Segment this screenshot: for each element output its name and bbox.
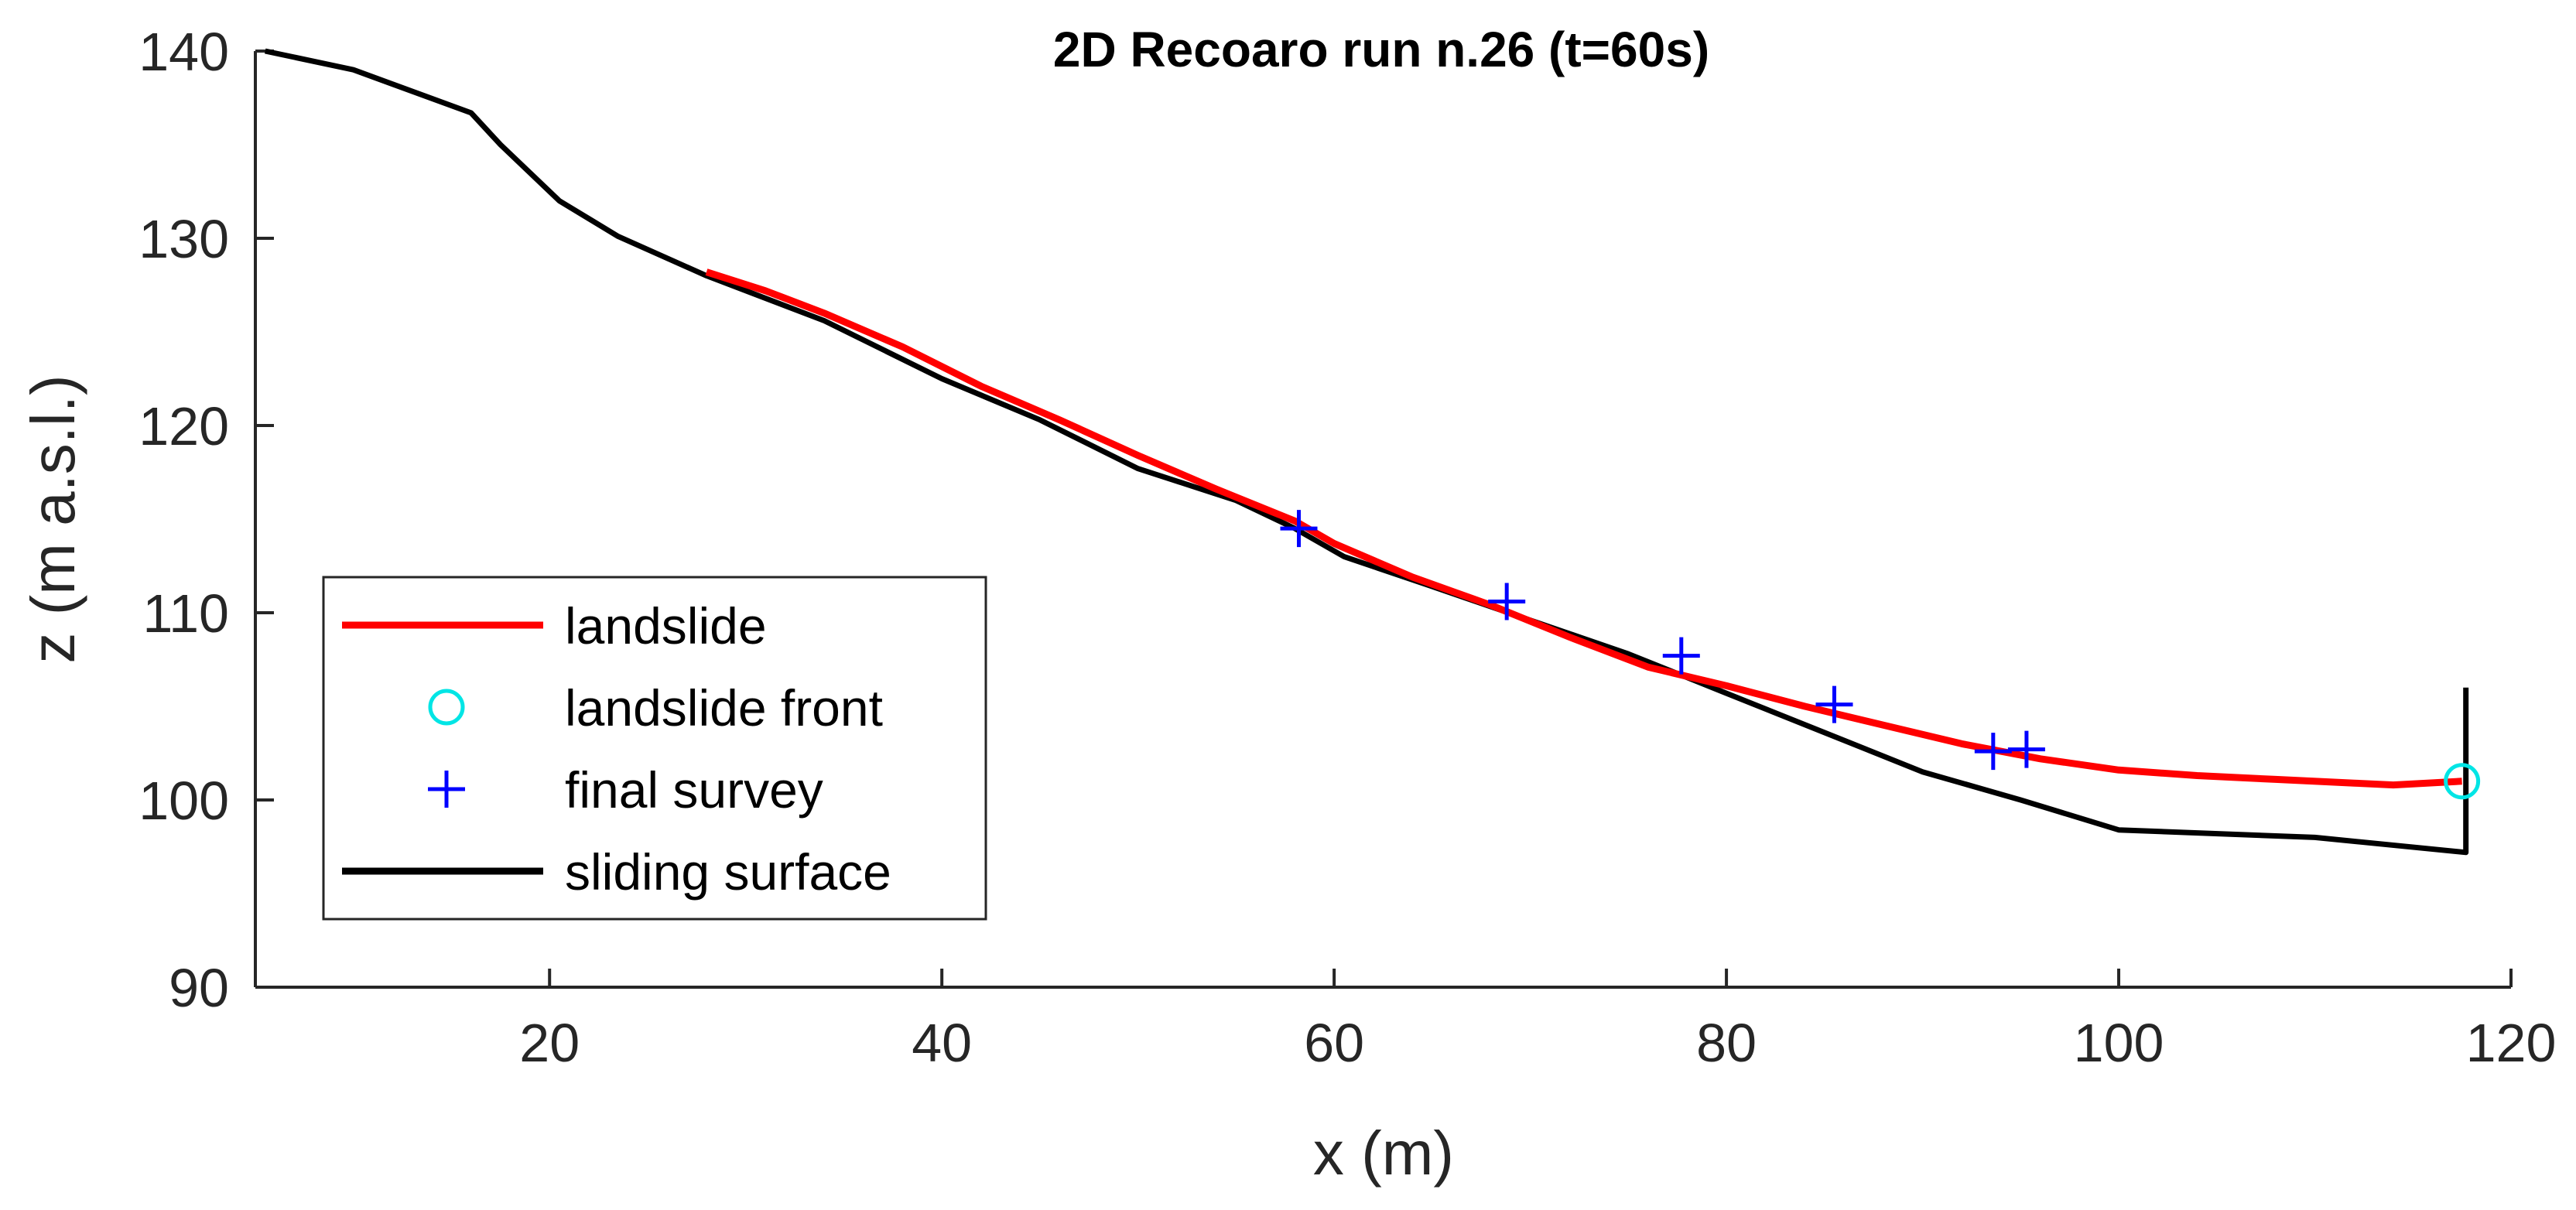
marker-final-survey (1974, 733, 2012, 771)
x-tick-label: 20 (519, 1013, 580, 1073)
legend-label-final-survey: final survey (565, 761, 823, 819)
x-tick-label: 80 (1696, 1013, 1757, 1073)
plot-area: 20 40 60 80 100 120 90 100 110 120 130 140 (139, 22, 2556, 1073)
y-tick-label: 140 (139, 22, 229, 82)
x-ticks: 20 40 60 80 100 120 (519, 969, 2556, 1073)
x-tick-label: 40 (912, 1013, 972, 1073)
x-tick-label: 120 (2466, 1013, 2557, 1073)
marker-landslide-front (2444, 763, 2481, 800)
x-tick-label: 100 (2074, 1013, 2164, 1073)
legend-box (322, 576, 987, 921)
y-axis-label: z (m a.s.l.) (19, 374, 87, 663)
legend-label-sliding-surface: sliding surface (565, 843, 891, 901)
legend-label-landslide: landslide (565, 597, 767, 655)
marker-final-survey (1488, 583, 1526, 620)
marker-final-survey (1662, 637, 1700, 675)
marker-final-survey (1815, 685, 1853, 723)
marker-final-survey (2007, 730, 2045, 768)
series-line-landslide (705, 268, 2462, 789)
marker-final-survey (1280, 510, 1318, 548)
legend: landslide landslide front final survey s… (322, 576, 987, 921)
legend-swatch-final-survey (428, 771, 465, 808)
x-tick-label: 60 (1304, 1013, 1364, 1073)
y-ticks: 90 100 110 120 130 140 (139, 22, 274, 1018)
y-tick-label: 110 (142, 583, 229, 644)
series-layer (264, 48, 2481, 856)
y-tick-label: 120 (139, 396, 229, 456)
legend-label-landslide-front: landslide front (565, 679, 883, 737)
y-tick-label: 100 (139, 771, 229, 831)
y-tick-label: 130 (139, 209, 229, 269)
x-axis-label: x (m) (1313, 1119, 1454, 1188)
chart-title: 2D Recoaro run n.26 (t=60s) (1053, 22, 1709, 77)
legend-swatch-landslide-front (428, 689, 465, 726)
y-tick-label: 90 (169, 958, 229, 1018)
